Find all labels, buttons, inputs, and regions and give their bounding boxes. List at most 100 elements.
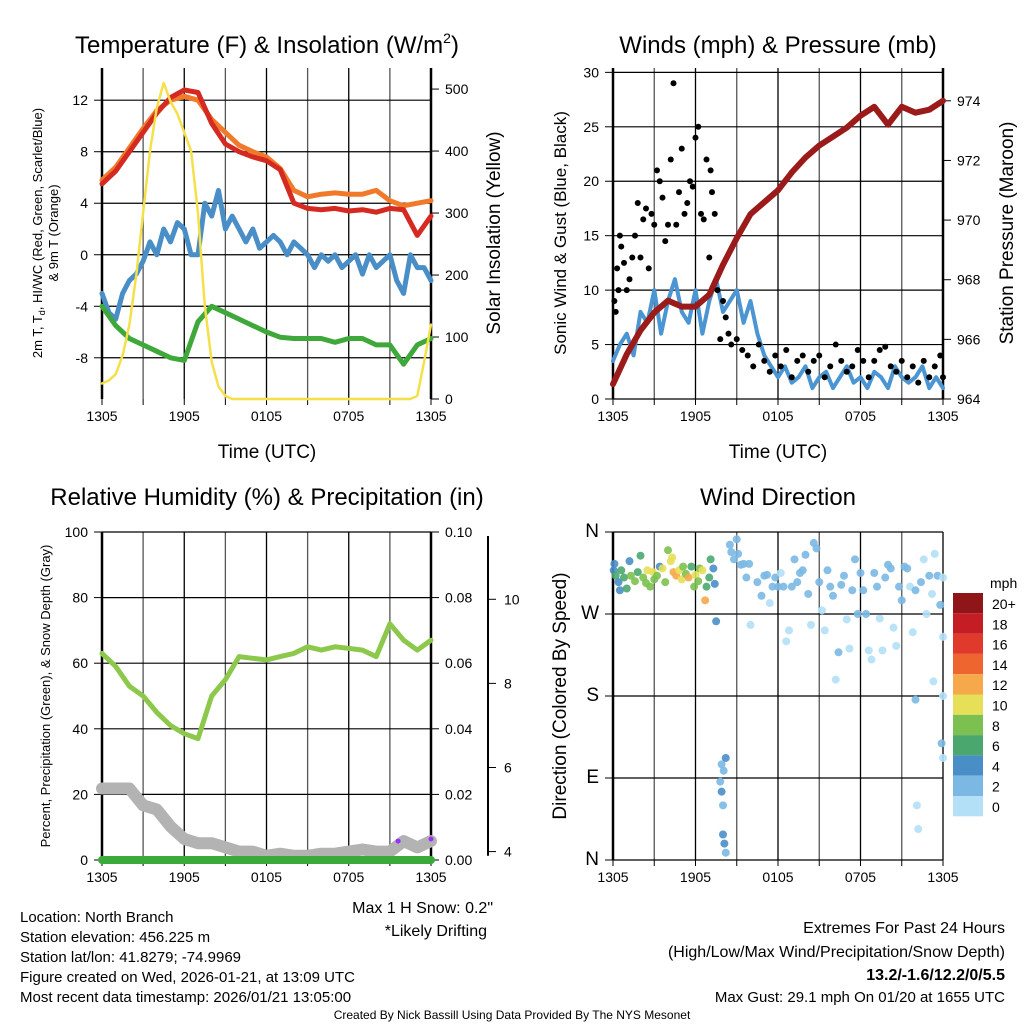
x-tick-label: 1305: [415, 869, 446, 885]
wind-direction-point: [727, 548, 736, 557]
y2-tick-label: 970: [957, 212, 981, 228]
x-tick-label: 0105: [762, 869, 793, 885]
extremes-title: Extremes For Past 24 Hours: [803, 920, 1005, 937]
y2-tick-label: 974: [957, 93, 981, 109]
wind-direction-point: [702, 582, 711, 591]
gust-point: [651, 221, 658, 228]
wind-direction-point: [859, 586, 868, 595]
y2-tick-label: 0.06: [445, 655, 472, 671]
gust-point: [788, 374, 795, 381]
wind-direction-point: [719, 801, 727, 810]
y3-tick-label: 8: [504, 675, 512, 691]
gust-point: [645, 265, 652, 272]
gust-point: [714, 287, 721, 294]
y-tick-label: 40: [72, 721, 88, 737]
x-tick-label: 1305: [597, 408, 628, 424]
panel1-ylabel: 2m T, Td, HI/WC (Red, Green, Scarlet/Blu…: [30, 108, 47, 358]
y2-tick-label: 0.08: [445, 590, 472, 606]
gust-point: [615, 287, 622, 294]
gust-point: [887, 363, 894, 370]
x-tick-label: 0705: [333, 408, 364, 424]
wind-direction-point: [912, 801, 921, 810]
wind-direction-point: [911, 695, 920, 704]
gust-point: [689, 183, 696, 190]
y-tick-label: 0: [80, 852, 88, 868]
gust-point: [728, 341, 735, 348]
wind-direction-point: [829, 591, 837, 600]
gust-point: [656, 178, 663, 185]
x-tick-label: 1905: [680, 408, 711, 424]
gust-point: [772, 352, 779, 359]
gust-point: [703, 156, 710, 163]
wind-direction-point: [939, 632, 947, 641]
y2-tick-label: 0.10: [445, 524, 472, 540]
gust-point: [629, 254, 636, 261]
series-station-pressure: [610, 97, 946, 388]
x-tick-label: 0105: [762, 408, 793, 424]
series-hi-wc: [99, 187, 434, 322]
wind-direction-point: [653, 571, 661, 580]
legend-label: 10: [992, 698, 1008, 714]
gust-point: [849, 363, 856, 370]
y-tick-label: N: [585, 849, 599, 870]
gust-point: [937, 352, 944, 359]
wind-direction-point: [798, 566, 807, 575]
gust-point: [626, 276, 633, 283]
wind-direction-point: [807, 620, 815, 629]
gust-point: [725, 330, 732, 337]
credit: Created By Nick Bassill Using Data Provi…: [334, 1008, 691, 1022]
gust-point: [681, 210, 688, 217]
wind-direction-point: [732, 535, 741, 544]
wind-direction-point: [721, 753, 730, 762]
drifting-point: [395, 838, 401, 844]
gust-point: [799, 352, 806, 359]
gust-point: [687, 178, 693, 185]
wind-direction-point: [746, 620, 755, 629]
gust-point: [621, 259, 627, 266]
x-tick-label: 0705: [333, 869, 364, 885]
wind-direction-point: [823, 566, 832, 575]
legend-label: 18: [992, 616, 1008, 632]
gust-point: [640, 216, 647, 223]
y-tick-label: N: [585, 521, 599, 542]
x-tick-label: 1305: [927, 869, 958, 885]
wind-direction-point: [745, 559, 754, 568]
panel3-title: Relative Humidity (%) & Precipitation (i…: [50, 484, 483, 511]
y2-tick-label: 972: [957, 152, 981, 168]
wind-direction-point: [776, 569, 785, 577]
wind-direction-point: [804, 589, 813, 598]
wind-direction-point: [717, 760, 726, 769]
wind-direction-point: [620, 573, 628, 582]
wind-direction-point: [919, 555, 928, 564]
x-tick-label: 0705: [845, 869, 876, 885]
gust-point: [755, 341, 762, 348]
y-tick-label: E: [586, 767, 599, 788]
panel2-title: Winds (mph) & Pressure (mb): [619, 32, 936, 59]
wind-direction-point: [840, 571, 848, 580]
gust-point: [698, 210, 704, 217]
wind-direction-point: [862, 610, 870, 618]
wind-direction-point: [837, 580, 846, 589]
y2-tick-label: 200: [445, 267, 469, 283]
gust-point: [673, 221, 680, 228]
gust-point: [717, 336, 724, 343]
gust-point: [766, 368, 773, 375]
legend-label: 2: [992, 779, 1000, 795]
gust-point: [632, 232, 638, 239]
wind-direction-point: [787, 582, 796, 591]
panel2-ylabel: Sonic Wind & Gust (Blue, Black): [551, 111, 570, 355]
y2-tick-label: 0.04: [445, 721, 472, 737]
y-tick-label: -4: [76, 298, 89, 314]
gust-point: [612, 308, 619, 315]
gust-point: [700, 216, 707, 223]
gust-point: [915, 379, 922, 386]
x-tick-label: 1305: [86, 869, 117, 885]
wind-direction-point: [867, 655, 876, 664]
legend-label: 0: [992, 799, 1000, 815]
wind-direction-point: [908, 628, 917, 637]
y2-tick-label: 966: [957, 331, 981, 347]
y-tick-label: 100: [65, 524, 89, 540]
gust-point: [827, 363, 834, 370]
gust-point: [876, 347, 883, 354]
